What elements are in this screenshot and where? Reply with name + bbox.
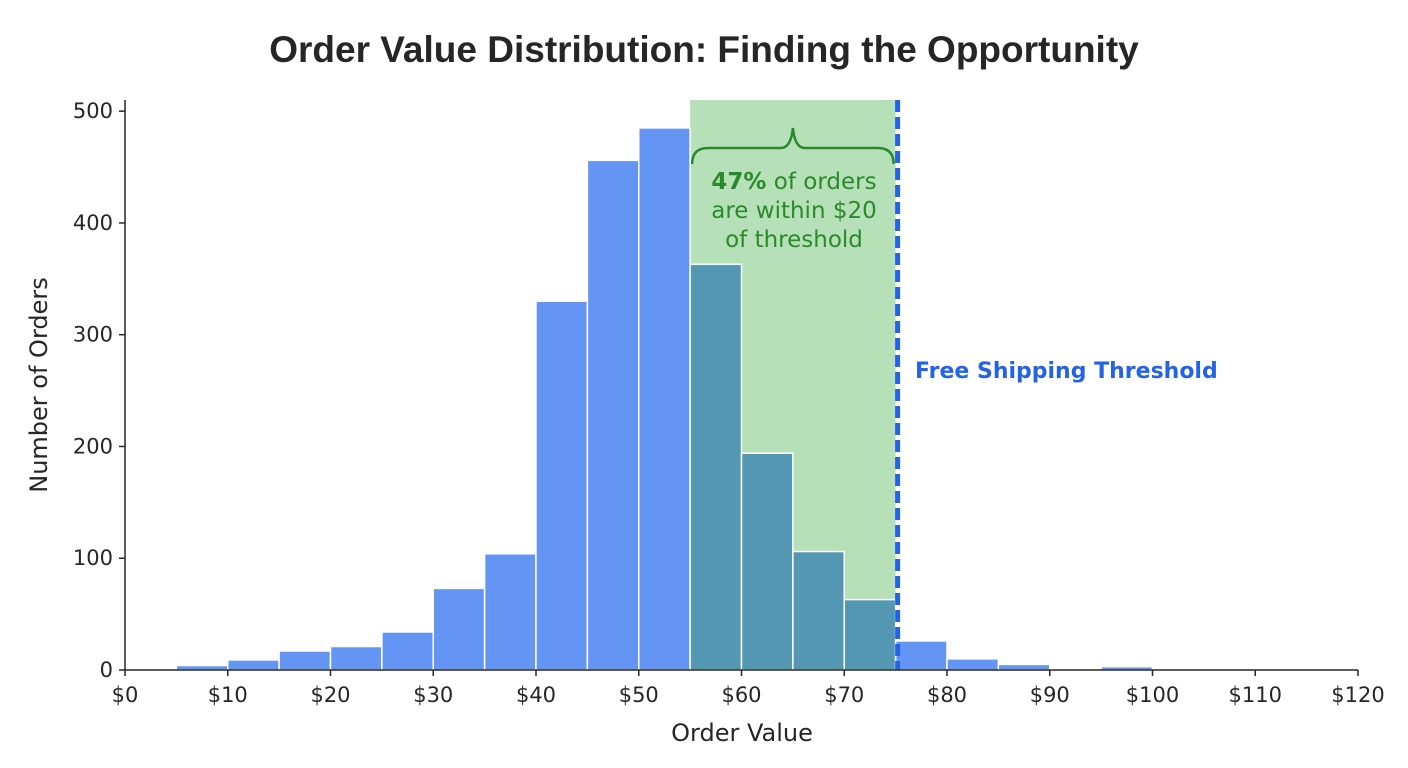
x-tick-label-100: $100 [1126,683,1179,707]
text-layer: 0 100 200 300 400 500 $0 $10 $20 $30 $40 $50 $60 $70 $… [73,99,1385,707]
annotation-line-2: are within $20 [711,198,876,224]
annotation-percent: 47% [711,169,766,195]
x-tick-label-30: $30 [413,683,453,707]
histogram-bar-40-45 [535,300,589,671]
histogram-bar-85-90 [997,663,1051,671]
x-axis-label: Order Value [671,719,813,747]
histogram-bar-50-55 [638,127,691,671]
histogram-bar-65-70 [792,550,845,671]
chart-title: Order Value Distribution: Finding the Op… [269,29,1139,70]
histogram-bar-80-85 [946,658,1000,671]
x-tick-label-20: $20 [310,683,350,707]
histogram-bar-70-75 [843,598,897,671]
histogram-bar-35-40 [483,553,537,671]
x-tick-label-0: $0 [112,683,139,707]
y-tick-label-300: 300 [73,323,113,347]
y-tick-label-200: 200 [73,434,113,458]
x-tick-label-50: $50 [619,683,659,707]
annotation-line-1-rest: of orders [766,169,876,195]
threshold-label: Free Shipping Threshold [915,359,1218,384]
x-tick-label-10: $10 [208,683,248,707]
bars-layer [175,127,1154,671]
histogram-bar-75-80 [894,640,948,671]
x-tick-label-40: $40 [516,683,556,707]
x-tick-label-70: $70 [824,683,864,707]
y-tick-label-400: 400 [73,211,113,235]
annotation-brace [690,127,895,165]
y-tick-label-0: 0 [100,658,113,682]
x-tick-label-90: $90 [1030,683,1070,707]
y-axis-label: Number of Orders [25,277,53,493]
histogram-bar-15-20 [278,650,332,671]
annotation-line-3: of threshold [725,227,863,253]
y-tick-label-500: 500 [73,99,113,123]
x-tick-label-80: $80 [927,683,967,707]
histogram-bar-20-25 [329,645,383,671]
axes-layer [119,100,1359,676]
x-tick-label-60: $60 [721,683,761,707]
annotation-line-1: 47% of orders [711,169,876,195]
x-tick-label-110: $110 [1229,683,1282,707]
histogram-bar-60-65 [740,452,794,671]
x-tick-label-120: $120 [1331,683,1384,707]
histogram-bar-55-60 [689,263,743,671]
histogram-bar-45-50 [586,159,640,671]
y-tick-label-100: 100 [73,546,113,570]
histogram-bar-25-30 [381,631,434,671]
histogram-bar-30-35 [432,587,486,671]
histogram-bar-10-15 [227,659,280,671]
